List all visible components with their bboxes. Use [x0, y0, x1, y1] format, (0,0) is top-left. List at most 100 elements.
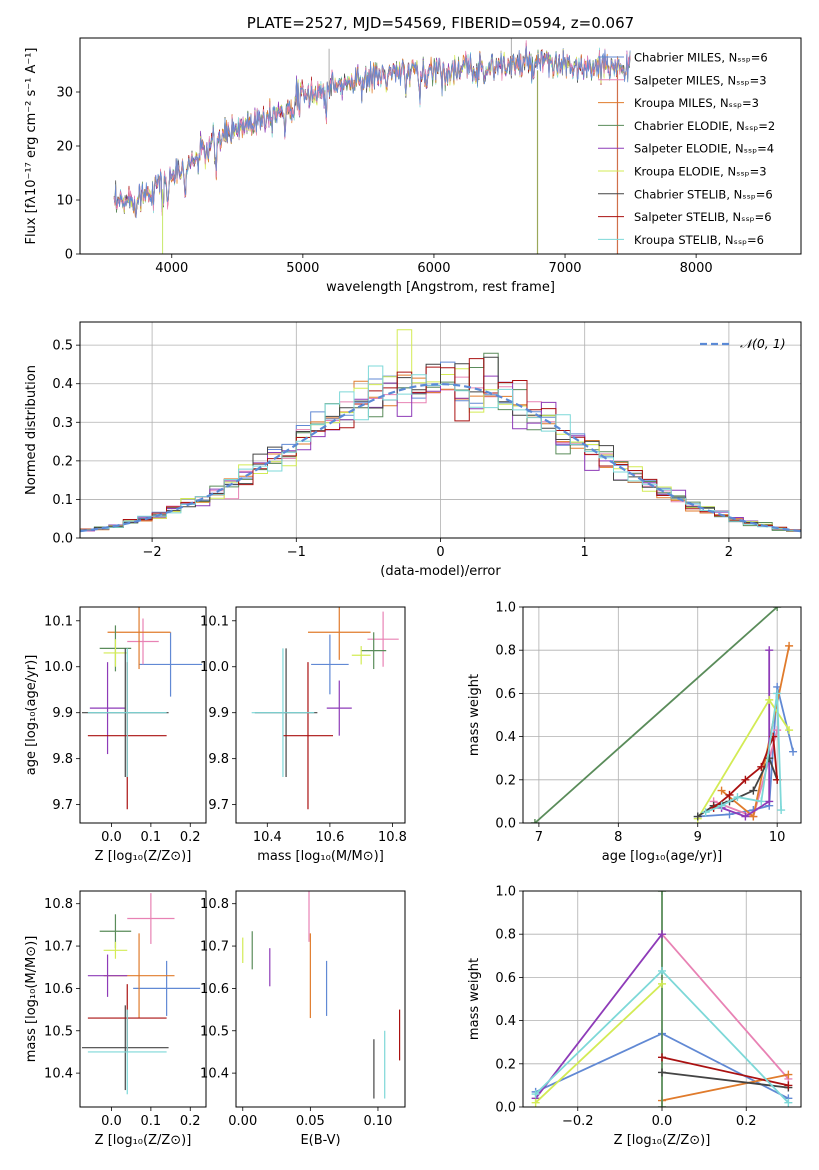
x-axis-label: (data-model)/error	[380, 564, 501, 579]
y-tick-label: 0.5	[52, 339, 73, 354]
series-point-kroupa-miles	[785, 641, 794, 650]
x-tick-label: 2	[725, 545, 733, 560]
axes-frame	[79, 606, 207, 824]
legend-label: Kroupa ELODIE, Nₛₛₚ=3	[634, 165, 767, 179]
series-point-kroupa-stelib	[658, 966, 666, 975]
axes-frame	[79, 37, 802, 255]
x-axis-label: Z [log₁₀(Z/Z⊙)]	[95, 1133, 192, 1148]
x-tick-label: 7000	[548, 261, 581, 276]
y-tick-label: 0	[65, 248, 73, 263]
legend-label: Kroupa MILES, Nₛₛₚ=3	[634, 96, 759, 110]
legend-label: Salpeter MILES, Nₛₛₚ=3	[634, 73, 767, 87]
y-tick-label: 0.8	[495, 644, 516, 659]
y-tick-label: 1.0	[495, 885, 516, 900]
x-tick-label: 5000	[286, 261, 319, 276]
x-tick-label: 4000	[155, 261, 188, 276]
x-tick-label: 0.05	[296, 1114, 325, 1129]
normal-reference-curve	[80, 382, 801, 533]
y-axis-label: mass [log₁₀(M/M⊙)]	[24, 936, 39, 1063]
series-line-chabrier-elodie	[534, 607, 778, 823]
y-tick-label: 10.4	[200, 1067, 229, 1082]
legend-label: 𝒩(0, 1)	[740, 336, 786, 351]
ticks: 10.4 10.6 10.8 9.7 9.8 9.9 10.0 10.1	[200, 614, 407, 845]
series-point-kroupa-stelib	[701, 808, 710, 817]
y-tick-label: 30	[56, 86, 73, 101]
axes-frame	[79, 890, 207, 1108]
plot-area	[81, 893, 201, 1095]
ticks: 0.00 0.05 0.10 10.4 10.5 10.6 10.7 10.8	[200, 897, 392, 1129]
series-point-salpeter-elodie	[765, 797, 774, 806]
y-tick-label: 0.0	[495, 1101, 516, 1116]
y-tick-label: 0.8	[495, 928, 516, 943]
panel-mass-vs-EBV: 0.00 0.05 0.10 10.4 10.5 10.6 10.7 10.8 E(B-V)	[200, 890, 406, 1148]
y-tick-label: 0.2	[52, 454, 73, 469]
series-point-kroupa-miles	[749, 812, 758, 821]
series-point-chabrier-elodie	[773, 607, 782, 611]
x-tick-label: 1	[581, 545, 589, 560]
y-tick-label: 10.8	[44, 897, 73, 912]
ticks: 0.0 0.1 0.2 10.4 10.5 10.6 10.7 10.8	[44, 897, 201, 1129]
series-point-kroupa-elodie	[531, 1098, 540, 1107]
series-point-salpeter-miles	[773, 726, 782, 735]
y-axis-label: Flux [fλ10⁻¹⁷ erg cm⁻² s⁻¹ A⁻¹]	[24, 48, 39, 245]
x-axis-label: wavelength [Angstrom, rest frame]	[326, 280, 555, 295]
y-tick-label: 0.1	[52, 493, 73, 508]
series-point-salpeter-stelib	[658, 1053, 666, 1062]
ticks: −2 −1 0 1 2 0.0 0.1 0.2 0.3 0.4 0.5	[52, 322, 801, 560]
series-point-chabrier-elodie	[530, 819, 539, 823]
x-tick-label: −2	[143, 545, 162, 560]
legend-label: Salpeter ELODIE, Nₛₛₚ=4	[634, 142, 774, 156]
y-tick-label: 10.7	[200, 940, 229, 955]
series-line-chabrier-stelib	[661, 1071, 789, 1089]
x-axis-label: Z [log₁₀(Z/Z⊙)]	[614, 1133, 711, 1148]
x-axis-label: E(B-V)	[300, 1133, 340, 1148]
y-tick-label: 0.2	[495, 773, 516, 788]
series-point-kroupa-elodie	[785, 726, 794, 735]
x-tick-label: 10.6	[315, 830, 344, 845]
panel-mass-vs-Z: 0.0 0.1 0.2 10.4 10.5 10.6 10.7 10.8 Z [log₁₀(Z/…	[24, 890, 207, 1148]
series-point-chabrier-elodie	[658, 891, 666, 895]
series-point-kroupa-stelib	[757, 797, 766, 806]
y-axis-label: mass weight	[467, 674, 482, 756]
y-tick-label: 9.8	[208, 752, 229, 767]
y-tick-label: 10.4	[44, 1067, 73, 1082]
plot-area	[242, 891, 401, 1099]
axes-frame	[522, 606, 802, 824]
y-tick-label: 1.0	[495, 601, 516, 616]
panel-age-vs-mass: 10.4 10.6 10.8 9.7 9.8 9.9 10.0 10.1 mass [log₁₀…	[200, 606, 407, 864]
series-line-kroupa-stelib	[705, 693, 782, 814]
histogram-kroupa-stelib	[80, 365, 801, 533]
histogram-salpeter-elodie	[80, 375, 801, 533]
series-point-kroupa-miles	[717, 786, 726, 795]
y-tick-label: 10.5	[200, 1024, 229, 1039]
x-tick-label: 10	[769, 830, 786, 845]
series-point-chabrier-stelib	[658, 1068, 666, 1077]
x-tick-label: 7	[535, 830, 543, 845]
x-tick-label: 0.2	[180, 830, 201, 845]
legend-label: Salpeter STELIB, Nₛₛₚ=6	[634, 210, 772, 224]
x-tick-label: −1	[287, 545, 306, 560]
plot-area	[530, 607, 798, 823]
x-tick-label: 0.0	[101, 830, 122, 845]
x-tick-label: −0.2	[562, 1114, 594, 1129]
plot-area	[113, 38, 631, 254]
histogram-kroupa-elodie	[80, 329, 801, 533]
spectrum-chabrier-miles	[113, 46, 631, 219]
y-tick-label: 0.6	[495, 971, 516, 986]
y-tick-label: 10.1	[44, 614, 73, 629]
x-axis-label: Z [log₁₀(Z/Z⊙)]	[95, 849, 192, 864]
series-point-kroupa-stelib	[531, 1090, 540, 1099]
x-tick-label: 9	[694, 830, 702, 845]
series-point-kroupa-stelib	[717, 801, 726, 810]
y-tick-label: 10.1	[200, 614, 229, 629]
y-tick-label: 10.5	[44, 1024, 73, 1039]
x-tick-label: 0.0	[652, 1114, 673, 1129]
series-line-salpeter-miles	[661, 933, 790, 1080]
y-tick-label: 9.9	[208, 706, 229, 721]
legend-label: Chabrier STELIB, Nₛₛₚ=6	[634, 187, 773, 201]
series-line-salpeter-stelib	[661, 1056, 789, 1087]
series-line-kroupa-miles	[661, 1073, 789, 1102]
y-tick-label: 10.0	[44, 660, 73, 675]
plot-area	[80, 329, 801, 534]
